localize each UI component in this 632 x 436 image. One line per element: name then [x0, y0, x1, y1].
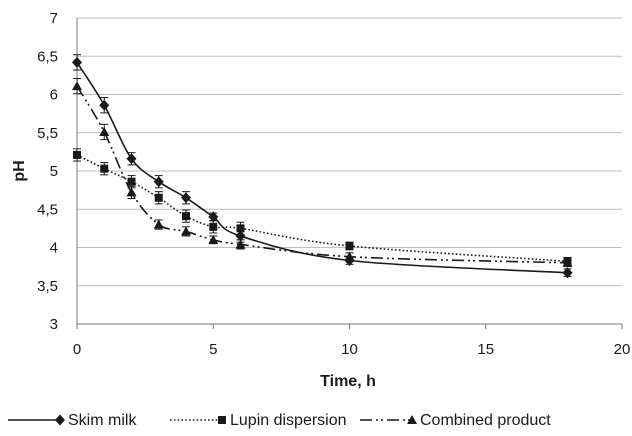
series-lupin-dispersion: [73, 148, 572, 266]
axes: [76, 18, 623, 329]
data-point: [235, 230, 246, 242]
x-tick-label: 15: [477, 341, 494, 358]
data-point: [99, 99, 110, 111]
data-point: [126, 187, 137, 197]
data-point: [154, 193, 163, 202]
series-line: [76, 61, 568, 274]
x-tick-label: 0: [73, 341, 81, 358]
y-tick-label: 6,5: [37, 48, 58, 65]
y-tick-label: 6: [50, 87, 58, 104]
data-point: [153, 176, 164, 188]
x-tick-label: 10: [341, 341, 358, 358]
series-layer: [72, 54, 573, 279]
legend-marker: [55, 414, 65, 426]
y-tick-label: 3,5: [37, 278, 58, 295]
legend-label: Combined product: [420, 412, 551, 429]
data-point: [235, 239, 246, 249]
x-tick-label: 5: [209, 341, 217, 358]
x-tick-labels: 0 5 10 15 20: [73, 341, 631, 358]
series-line: [76, 85, 568, 264]
legend-marker: [407, 415, 417, 424]
y-tick-label: 4,5: [37, 201, 58, 218]
data-point: [182, 212, 190, 221]
legend-label: Skim milk: [68, 412, 137, 429]
y-tick-label: 5,5: [37, 125, 58, 142]
data-point: [208, 234, 219, 244]
legend: Skim milk Lupin dispersion Combined produc…: [8, 412, 551, 429]
data-point: [181, 226, 191, 236]
legend-label: Lupin dispersion: [230, 412, 347, 429]
series-line: [76, 154, 568, 263]
series-skim-milk: [72, 54, 573, 279]
y-tick-label: 4: [50, 240, 58, 257]
legend-item: Combined product: [360, 412, 551, 429]
gridlines: [77, 17, 622, 287]
data-point: [345, 241, 354, 250]
legend-marker: [218, 416, 226, 424]
x-axis-title: Time, h: [320, 373, 376, 390]
legend-item: Lupin dispersion: [170, 412, 347, 429]
y-tick-label: 5: [50, 163, 58, 180]
data-point: [236, 224, 245, 233]
data-point: [72, 56, 82, 68]
data-point: [562, 267, 573, 279]
series-combined-product: [72, 77, 573, 268]
y-tick-label: 3: [50, 316, 58, 333]
data-point: [562, 257, 573, 267]
data-point: [126, 153, 137, 165]
data-point: [73, 150, 81, 159]
data-point: [72, 81, 82, 91]
data-point: [208, 211, 219, 223]
data-point: [100, 164, 109, 173]
data-point: [209, 222, 218, 231]
y-tick-labels: 3 3,5 4 4,5 5 5,5 6 6,5 7: [37, 10, 58, 333]
data-point: [153, 219, 164, 229]
data-point: [344, 251, 355, 261]
data-point: [99, 126, 110, 136]
x-tick-label: 20: [614, 341, 631, 358]
y-tick-label: 7: [50, 10, 58, 27]
y-axis-title: pH: [11, 160, 28, 181]
data-point: [181, 192, 191, 204]
legend-item: Skim milk: [8, 412, 137, 429]
data-point: [127, 177, 136, 186]
